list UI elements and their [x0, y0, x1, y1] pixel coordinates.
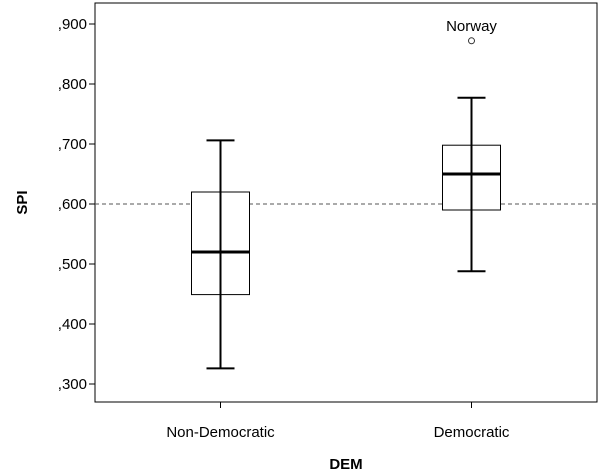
y-tick-label: ,600	[58, 196, 87, 213]
y-tick-label: ,700	[58, 136, 87, 153]
x-tick-label: Democratic	[434, 424, 510, 441]
y-tick-label: ,500	[58, 256, 87, 273]
plot-frame	[94, 2, 598, 403]
x-tick-label: Non-Democratic	[166, 424, 275, 441]
y-tick-label: ,800	[58, 76, 87, 93]
box-non-democratic	[191, 139, 250, 370]
outlier-label: Norway	[446, 18, 497, 35]
x-axis-title: DEM	[329, 456, 362, 473]
y-axis-title: SPI	[14, 190, 31, 214]
outlier-point	[468, 37, 475, 45]
plot-area: ,300 ,400 ,500 ,600 ,700 ,800 ,900 Non-Democrat…	[58, 2, 598, 441]
y-tick-label: ,900	[58, 16, 87, 33]
y-tick-label: ,400	[58, 316, 87, 333]
y-tick-label: ,300	[58, 376, 87, 393]
box-democratic: Norway	[442, 18, 501, 273]
